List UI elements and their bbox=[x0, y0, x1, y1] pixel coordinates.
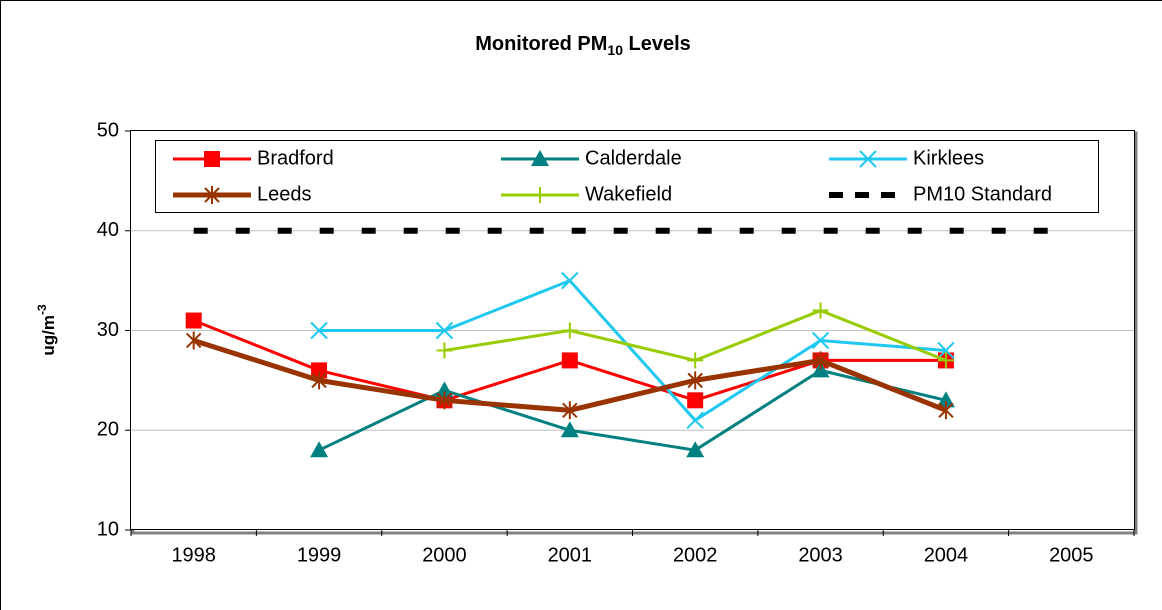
marker bbox=[311, 362, 328, 379]
title-sub: 10 bbox=[607, 42, 623, 58]
x-tick-label: 2002 bbox=[673, 544, 718, 566]
chart-title: Monitored PM10 Levels bbox=[475, 33, 691, 57]
marker bbox=[204, 151, 220, 167]
marker bbox=[532, 187, 548, 203]
y-label-main: ug/m bbox=[39, 315, 58, 356]
marker bbox=[435, 321, 454, 340]
y-tick-label: 50 bbox=[97, 119, 119, 141]
marker bbox=[561, 352, 578, 369]
marker bbox=[436, 391, 453, 410]
marker bbox=[561, 322, 578, 339]
x-tick-label: 2004 bbox=[924, 544, 969, 566]
marker bbox=[812, 351, 829, 370]
marker bbox=[310, 321, 328, 340]
x-tick-label: 1998 bbox=[171, 544, 216, 566]
y-tick-label: 30 bbox=[97, 319, 119, 341]
marker bbox=[937, 341, 955, 360]
y-tick-label: 20 bbox=[97, 419, 119, 441]
marker bbox=[185, 331, 202, 350]
marker bbox=[560, 421, 579, 438]
marker bbox=[185, 312, 202, 329]
marker bbox=[687, 371, 703, 390]
legend-label: PM10 Standard bbox=[913, 183, 1052, 205]
marker bbox=[531, 150, 549, 166]
marker bbox=[310, 441, 329, 458]
marker bbox=[936, 391, 955, 408]
y-tick-label: 10 bbox=[97, 518, 119, 540]
y-tick-label: 40 bbox=[97, 219, 119, 241]
legend-box bbox=[155, 140, 1099, 213]
x-tick-label: 2005 bbox=[1049, 544, 1094, 566]
marker bbox=[687, 352, 704, 369]
legend-label: Calderdale bbox=[585, 147, 682, 169]
marker bbox=[562, 401, 578, 420]
marker bbox=[561, 271, 579, 290]
marker bbox=[938, 401, 954, 420]
marker bbox=[686, 411, 704, 429]
x-tick-label: 2001 bbox=[548, 544, 593, 566]
marker bbox=[937, 352, 954, 369]
x-tick-label: 1999 bbox=[297, 544, 342, 566]
x-tick-label: 2000 bbox=[422, 544, 467, 566]
marker bbox=[436, 342, 453, 359]
marker bbox=[686, 441, 705, 458]
marker bbox=[311, 371, 327, 390]
x-tick-label: 2003 bbox=[798, 544, 843, 566]
marker bbox=[204, 186, 220, 204]
series-line bbox=[319, 278, 947, 423]
marker bbox=[435, 381, 454, 398]
marker bbox=[811, 331, 830, 350]
title-end: Levels bbox=[623, 33, 691, 55]
legend-label: Leeds bbox=[257, 183, 312, 205]
y-axis-label: ug/m-3 bbox=[35, 304, 58, 356]
legend-label: Wakefield bbox=[585, 183, 672, 205]
series-line bbox=[318, 368, 947, 452]
title-main: Monitored PM bbox=[475, 33, 607, 55]
legend-label: Kirklees bbox=[913, 147, 984, 169]
marker bbox=[687, 392, 704, 409]
legend-label: Bradford bbox=[257, 147, 334, 169]
marker bbox=[859, 150, 877, 168]
y-label-sup: -3 bbox=[35, 304, 49, 315]
marker bbox=[812, 302, 829, 319]
